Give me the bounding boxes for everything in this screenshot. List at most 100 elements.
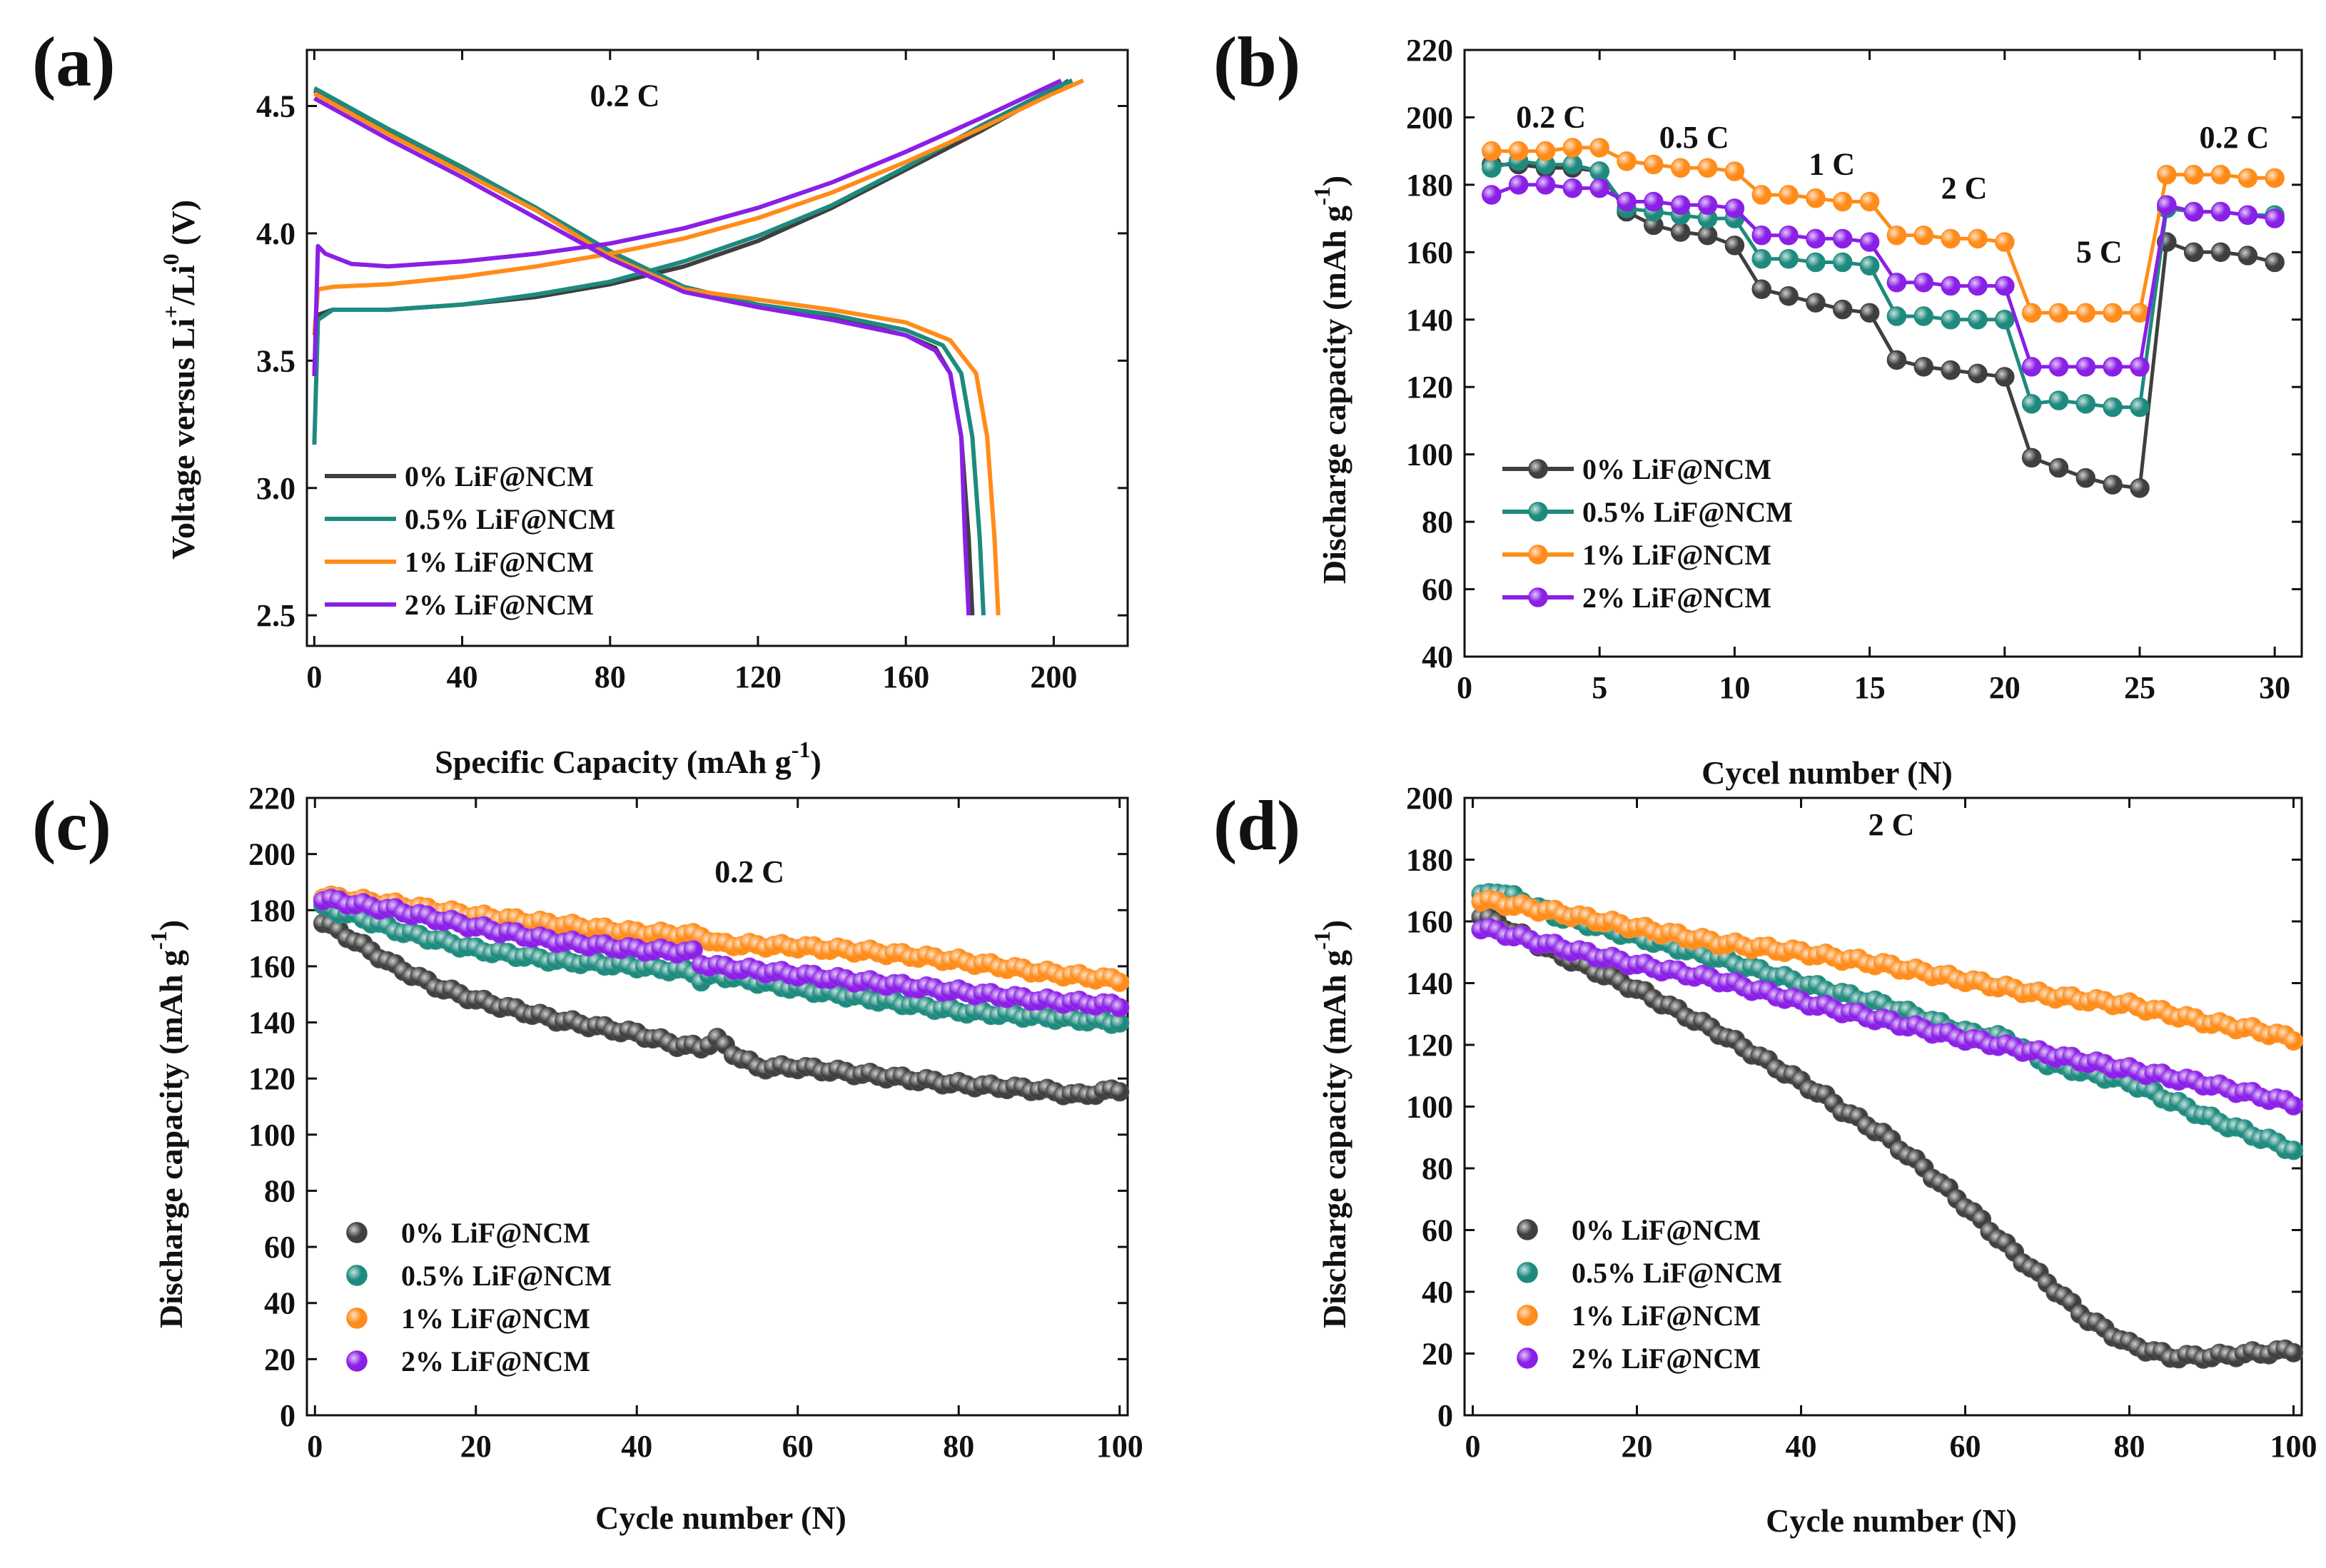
data-point-0-lif-ncm: [1832, 299, 1853, 320]
data-point-1-lif-ncm: [1832, 191, 1853, 212]
y-tick-label: 220: [248, 781, 295, 816]
y-tick-label: 60: [264, 1230, 295, 1265]
legend-label: 0.5% LiF@NCM: [1582, 496, 1793, 528]
data-point-2-lif-ncm: [1779, 225, 1799, 246]
panel-c-label: (c): [32, 786, 111, 865]
y-tick-label: 100: [1406, 1090, 1453, 1125]
y-tick-label: 4.5: [256, 89, 295, 124]
y-tick-label: 0: [1437, 1398, 1453, 1433]
data-point-2-lif-ncm: [2283, 1096, 2304, 1116]
data-point-1-lif-ncm: [1968, 228, 1988, 249]
x-tick-label: 20: [460, 1429, 492, 1464]
panel-d-y-axis-title: Discharge capacity (mAh g-1): [1309, 920, 1352, 1328]
y-tick-label: 120: [1406, 370, 1453, 405]
x-tick-label: 60: [782, 1429, 814, 1464]
data-point-2-lif-ncm: [2210, 201, 2231, 222]
legend-label: 0.5% LiF@NCM: [1572, 1257, 1782, 1289]
data-point-0-5-lif-ncm: [1968, 310, 1988, 330]
chart-annotation: 0.2 C: [590, 79, 660, 113]
legend-label: 0% LiF@NCM: [1582, 453, 1771, 485]
x-tick-label: 0: [1465, 1429, 1481, 1464]
x-tick-label: 25: [2124, 670, 2155, 705]
data-point-0-5-lif-ncm: [1859, 256, 1880, 275]
y-tick-label: 80: [264, 1173, 295, 1208]
data-point-1-lif-ncm: [1859, 191, 1880, 212]
data-point-1-lif-ncm: [1751, 185, 1771, 205]
data-point-2-lif-ncm: [1482, 185, 1502, 205]
y-tick-label: 180: [248, 893, 295, 928]
data-point-0-5-lif-ncm: [2103, 397, 2123, 418]
data-point-0-lif-ncm: [1886, 350, 1907, 370]
data-point-1-lif-ncm: [1941, 228, 1961, 249]
panel-b: (b) Cycel number (N) Discharge capacity …: [1213, 22, 2303, 791]
series-line-2-lif-ncm-discharge: [313, 96, 971, 616]
data-point-0-lif-ncm: [2130, 478, 2150, 498]
series-line-1-lif-ncm-charge: [312, 79, 1084, 335]
data-point-0-lif-ncm: [1859, 303, 1880, 323]
legend-label: 0.5% LiF@NCM: [405, 503, 615, 535]
plot-frame: [305, 796, 1129, 1417]
data-point-2-lif-ncm: [2237, 205, 2258, 226]
panel-a-label: (a): [32, 22, 116, 101]
data-point-2-lif-ncm: [1886, 273, 1907, 293]
data-point-0-lif-ncm: [1724, 236, 1745, 256]
x-tick-label: 15: [1854, 670, 1886, 705]
y-tick-label: 160: [1406, 904, 1453, 939]
data-point-2-lif-ncm: [1562, 178, 1583, 198]
legend-marker: [1528, 502, 1548, 522]
panel-d: (d) Cycle number (N) Discharge capacity …: [1213, 781, 2317, 1539]
data-point-1-lif-ncm: [1670, 158, 1691, 178]
data-point-2-lif-ncm: [683, 940, 703, 960]
legend-marker: [1517, 1347, 1538, 1369]
chart-annotation: 0.2 C: [1516, 100, 1586, 135]
y-tick-label: 200: [1406, 100, 1453, 135]
data-point-1-lif-ncm: [2048, 303, 2069, 323]
data-point-2-lif-ncm: [1724, 198, 1745, 218]
data-point-0-lif-ncm: [2048, 457, 2069, 478]
y-tick-label: 100: [248, 1118, 295, 1153]
x-tick-label: 80: [2114, 1429, 2145, 1464]
data-point-2-lif-ncm: [2075, 357, 2096, 377]
data-point-1-lif-ncm: [1724, 161, 1745, 181]
series-line-0-5-lif-ncm: [1491, 159, 2275, 410]
legend-label: 2% LiF@NCM: [405, 589, 594, 621]
data-point-0-lif-ncm: [2210, 242, 2231, 263]
chart-annotation: 2 C: [1869, 807, 1915, 842]
data-point-0-5-lif-ncm: [1779, 249, 1799, 269]
plot-frame: [1463, 49, 2303, 658]
y-tick-label: 4.0: [256, 216, 295, 251]
x-tick-label: 10: [1719, 670, 1750, 705]
legend-label: 0% LiF@NCM: [405, 460, 594, 492]
data-point-2-lif-ncm: [1913, 273, 1934, 293]
data-point-0-5-lif-ncm: [1995, 310, 2015, 330]
data-point-0-lif-ncm: [2183, 242, 2204, 263]
x-tick-label: 0: [1457, 670, 1472, 705]
x-tick-label: 60: [1950, 1429, 1981, 1464]
series-line-0-lif-ncm-discharge: [313, 88, 975, 616]
data-point-1-lif-ncm: [2021, 303, 2042, 323]
data-point-0-lif-ncm: [2265, 252, 2285, 273]
panel-c-y-axis-title: Discharge capacity (mAh g-1): [146, 920, 189, 1328]
data-point-2-lif-ncm: [2157, 195, 2177, 215]
chart-annotation: 5 C: [2076, 235, 2123, 270]
data-point-0-5-lif-ncm: [1806, 252, 1826, 273]
legend-label: 1% LiF@NCM: [401, 1303, 590, 1335]
series-line-2-lif-ncm-charge: [312, 79, 1063, 376]
data-point-0-5-lif-ncm: [1482, 158, 1502, 178]
legend-label: 0% LiF@NCM: [1572, 1214, 1761, 1246]
data-point-1-lif-ncm: [2283, 1031, 2304, 1051]
chart-annotation: 0.2 C: [714, 854, 784, 889]
y-tick-label: 220: [1406, 33, 1453, 68]
data-point-0-lif-ncm: [1968, 363, 1988, 384]
data-point-1-lif-ncm: [1535, 141, 1556, 161]
x-tick-label: 200: [1030, 659, 1077, 694]
x-tick-label: 30: [2259, 670, 2290, 705]
data-point-2-lif-ncm: [1617, 191, 1637, 212]
data-point-0-lif-ncm: [2237, 246, 2258, 265]
panel-b-y-axis-title: Discharge capacity (mAh g-1): [1309, 176, 1352, 584]
y-tick-label: 20: [264, 1342, 295, 1377]
data-point-2-lif-ncm: [2103, 357, 2123, 377]
data-point-0-5-lif-ncm: [1562, 154, 1583, 175]
x-tick-label: 20: [1622, 1429, 1653, 1464]
